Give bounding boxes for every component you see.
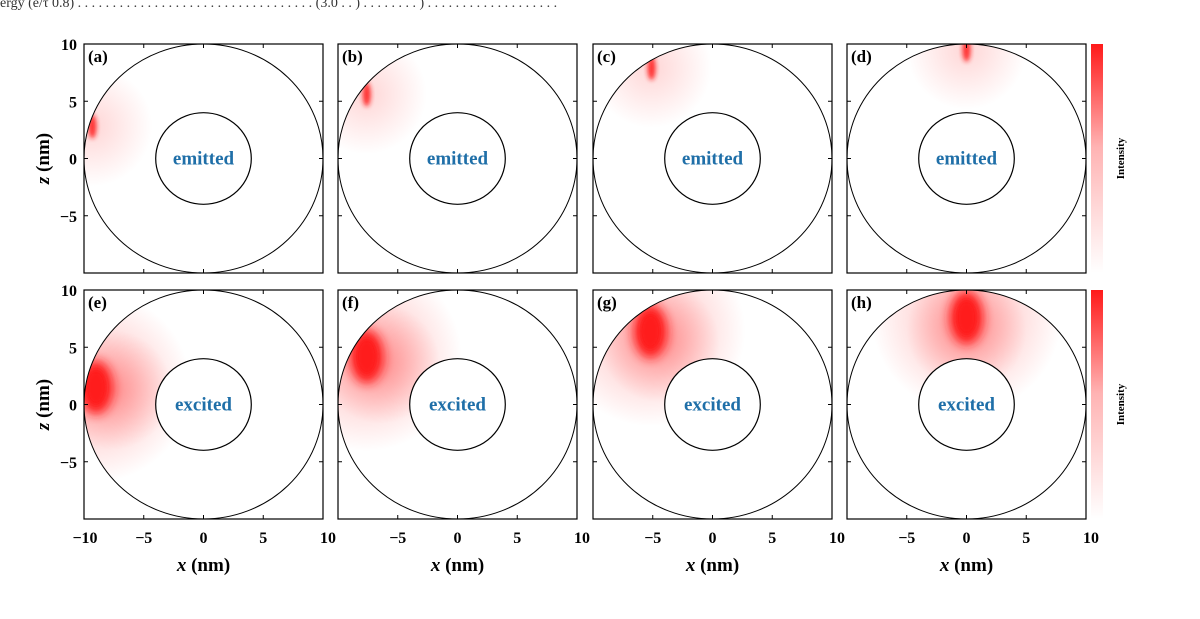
panel-b: (b) emitted <box>337 43 578 274</box>
panel-g: (g) excited −5 0 5 10 x (nm) <box>592 289 845 576</box>
y-tick-label: 10 <box>61 283 77 300</box>
panel-f: (f) excited −5 0 5 10 x (nm) <box>337 289 590 576</box>
y-tick-label: −5 <box>60 209 77 226</box>
panel-label: (h) <box>851 293 872 312</box>
intensity-hotspot <box>906 44 1027 110</box>
y-tick-label: 5 <box>69 94 77 111</box>
x-axis-title: x (nm) <box>939 555 993 576</box>
y-axis-title: z (nm) <box>33 379 54 431</box>
x-axis-title: x (nm) <box>685 555 739 576</box>
x-tick-label: 0 <box>454 530 462 547</box>
x-tick-label: 10 <box>320 530 336 547</box>
x-tick-label: 10 <box>1083 530 1099 547</box>
x-tick-label: 5 <box>513 530 521 547</box>
center-label: emitted <box>427 149 489 170</box>
x-tick-label: 0 <box>963 530 971 547</box>
x-axis-title: x (nm) <box>176 555 230 576</box>
panel-label: (a) <box>88 47 108 66</box>
colorbar: Intensity <box>1091 44 1127 273</box>
y-tick-label: 0 <box>69 152 77 169</box>
x-tick-label: −5 <box>644 530 661 547</box>
panel-a: (a) emitted 10 5 0 −5 z (nm) <box>33 37 324 274</box>
x-tick-label: 5 <box>768 530 776 547</box>
inner-boundary-circle <box>155 112 252 205</box>
x-tick-label: 5 <box>1022 530 1030 547</box>
colorbar-label: Intensity <box>1115 383 1127 425</box>
intensity-hotspot <box>84 292 191 483</box>
center-label: emitted <box>936 149 998 170</box>
panel-label: (c) <box>597 47 616 66</box>
inner-boundary-circle <box>664 358 761 451</box>
inner-boundary-circle <box>918 358 1015 451</box>
inner-boundary-circle <box>409 112 506 205</box>
y-tick-label: −5 <box>60 455 77 472</box>
x-axis-title: x (nm) <box>430 555 484 576</box>
inner-boundary-circle <box>918 112 1015 205</box>
colorbar: Intensity <box>1091 290 1127 519</box>
y-tick-label: 10 <box>61 37 77 54</box>
panel-label: (f) <box>342 293 359 312</box>
x-tick-label: −5 <box>389 530 406 547</box>
y-tick-label: 5 <box>69 340 77 357</box>
inner-boundary-circle <box>409 358 506 451</box>
intensity-hotspot <box>871 290 1062 413</box>
colorbar-gradient <box>1091 44 1103 273</box>
x-tick-label: 0 <box>709 530 717 547</box>
x-tick-label: 10 <box>574 530 590 547</box>
y-axis-title: z (nm) <box>33 133 54 185</box>
inner-boundary-circle <box>155 358 252 451</box>
x-tick-label: −10 <box>72 530 97 547</box>
y-tick-label: 0 <box>69 398 77 415</box>
panel-e: (e) excited 10 5 0 −5 −10 −5 0 5 10 z (nm) x (nm) <box>33 283 336 576</box>
center-label: excited <box>175 395 232 416</box>
panel-label: (g) <box>597 293 617 312</box>
center-label: excited <box>938 395 995 416</box>
panel-d: (d) emitted <box>846 43 1087 274</box>
colorbar-gradient <box>1091 290 1103 519</box>
center-label: emitted <box>173 149 235 170</box>
x-tick-label: −5 <box>898 530 915 547</box>
x-tick-label: 5 <box>259 530 267 547</box>
panel-label: (d) <box>851 47 872 66</box>
intensity-hotspot <box>593 44 712 129</box>
x-tick-label: 10 <box>829 530 845 547</box>
center-label: excited <box>684 395 741 416</box>
colorbar-label: Intensity <box>1115 137 1127 179</box>
caption-fragment: ergy (e/τ 0.8) . . . . . . . . . . . . .… <box>0 0 558 11</box>
panel-label: (b) <box>342 47 363 66</box>
center-label: excited <box>429 395 486 416</box>
intensity-hotspot <box>338 44 427 155</box>
panel-label: (e) <box>88 293 107 312</box>
center-label: emitted <box>682 149 744 170</box>
x-tick-label: 0 <box>200 530 208 547</box>
panel-c: (c) emitted <box>592 43 833 274</box>
panel-h: (h) excited −5 0 5 10 x (nm) <box>846 289 1099 576</box>
x-tick-label: −5 <box>135 530 152 547</box>
inner-boundary-circle <box>664 112 761 205</box>
